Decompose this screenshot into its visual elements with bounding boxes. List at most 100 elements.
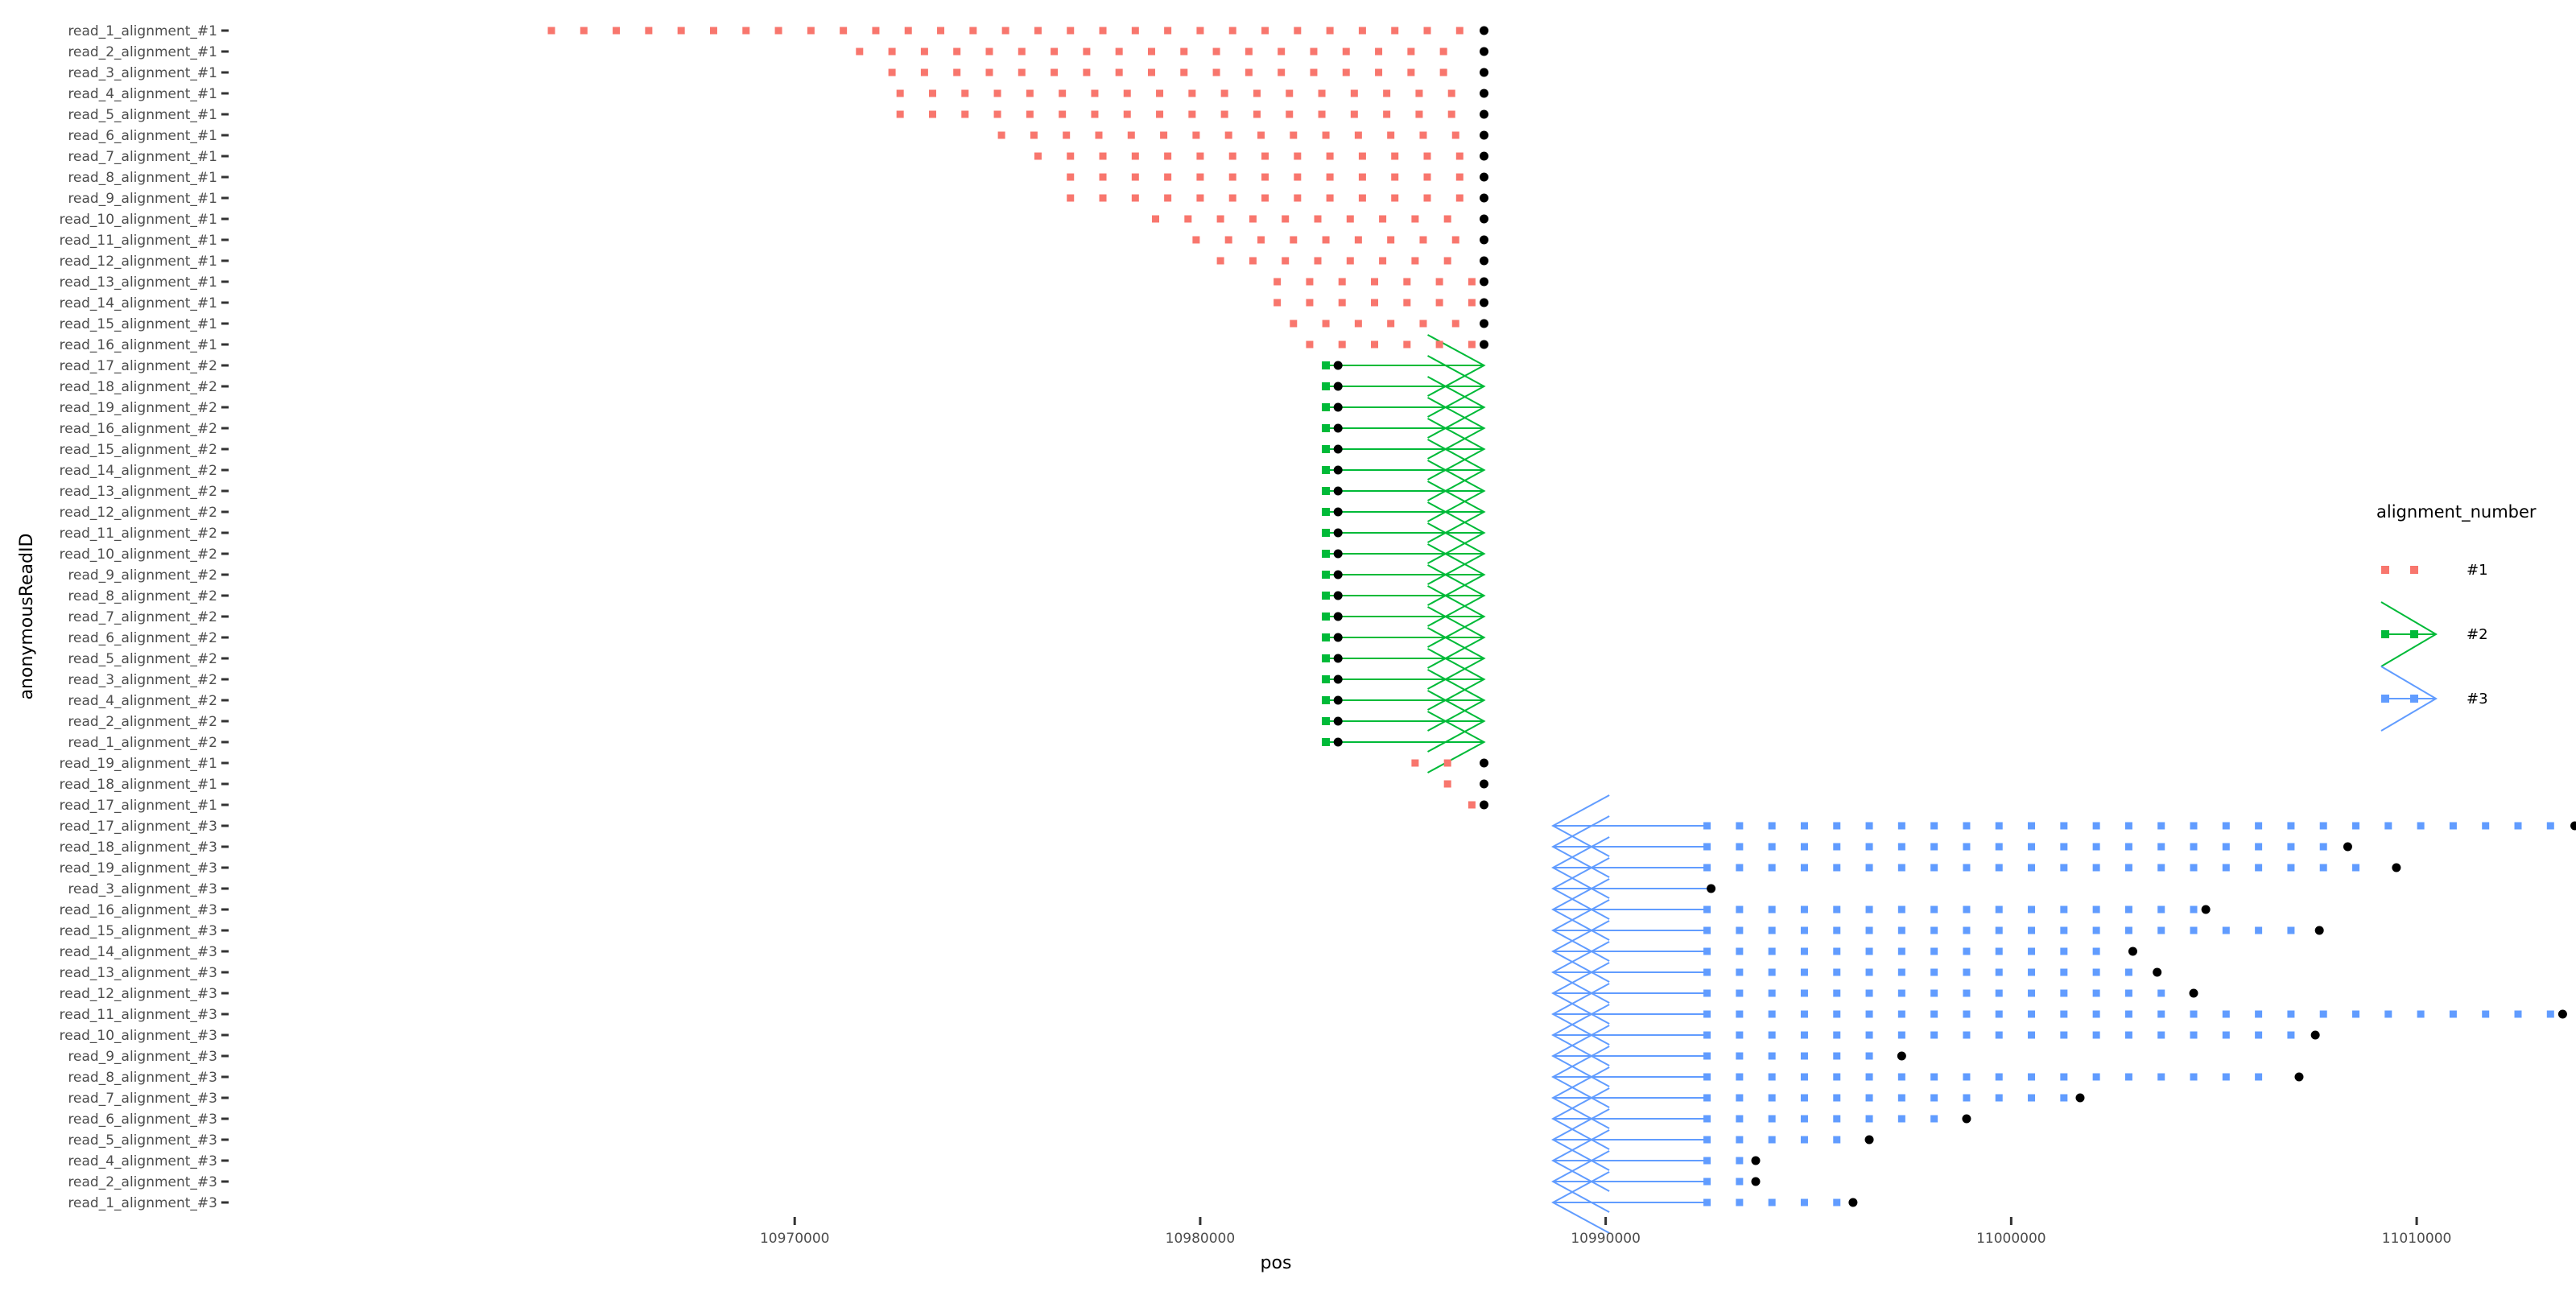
alignment-3-point (2482, 822, 2490, 830)
alignment-3-point (1995, 1073, 2003, 1081)
alignment-3-point (2124, 822, 2132, 830)
alignment-1-point (937, 27, 945, 35)
alignment-3-point (1865, 1052, 1873, 1060)
alignment-1-point (1435, 299, 1443, 307)
read-end-point (1480, 172, 1489, 182)
read-end-point (2557, 1009, 2567, 1019)
read-end-point (1333, 695, 1343, 705)
alignment-1-point (1375, 47, 1383, 56)
alignment-3-point (1897, 1010, 1905, 1018)
read-end-point (2075, 1093, 2085, 1103)
alignment-1-point (1164, 173, 1172, 181)
alignment-1-point (1423, 27, 1431, 35)
read-end-point (1480, 298, 1489, 307)
points-layer (547, 26, 2576, 1207)
alignment-3-point (1930, 1031, 1938, 1039)
read-end-point (1848, 1198, 1858, 1207)
alignment-2-point (1322, 361, 1331, 369)
alignment-1-point (1001, 27, 1009, 35)
alignment-3-point (1703, 905, 1711, 914)
y-tick-label: read_12_alignment_#1 (60, 254, 217, 270)
alignment-1-point (1371, 340, 1379, 349)
alignment-3-point (1736, 1157, 1744, 1165)
alignment-3-point (1833, 1052, 1841, 1060)
alignment-3-point (1865, 968, 1873, 976)
alignment-2-point (1322, 424, 1331, 432)
legend-key-2-point (2410, 630, 2418, 638)
alignment-1-point (1407, 47, 1415, 56)
alignment-1-point (920, 68, 928, 76)
read-end-point (1480, 109, 1489, 119)
y-tick-label: read_5_alignment_#1 (68, 107, 217, 123)
alignment-3-point (1963, 926, 1971, 934)
y-tick-label: read_9_alignment_#2 (68, 567, 217, 584)
alignment-1-point (1164, 194, 1172, 202)
legend-key-1-point (2410, 566, 2418, 574)
alignment-3-point (1833, 864, 1841, 872)
alignment-3-point (1768, 905, 1776, 914)
alignment-3-point (1800, 1010, 1808, 1018)
alignment-1-point (1063, 131, 1071, 139)
alignment-3-point (1736, 864, 1744, 872)
alignment-3-point (1703, 1198, 1711, 1206)
read-end-point (1707, 884, 1716, 893)
alignment-1-point (1338, 278, 1346, 286)
alignment-1-point (1354, 320, 1362, 328)
alignment-3-point (2060, 968, 2068, 976)
read-end-point (1333, 612, 1343, 621)
alignment-1-point (1455, 173, 1463, 181)
alignment-3-point (2449, 1010, 2457, 1018)
y-tick-label: read_12_alignment_#2 (60, 505, 217, 521)
y-tick-label: read_7_alignment_#3 (68, 1091, 217, 1107)
alignment-1-point (1282, 215, 1290, 223)
alignment-3-point (1768, 843, 1776, 851)
alignment-1-point (1435, 278, 1443, 286)
alignment-1-point (1318, 89, 1326, 97)
legend-label: #2 (2467, 626, 2488, 643)
alignment-3-point (1865, 1073, 1873, 1081)
y-tick-label: read_7_alignment_#1 (68, 149, 217, 165)
y-tick-label: read_9_alignment_#3 (68, 1049, 217, 1065)
alignment-3-point (2157, 864, 2165, 872)
alignment-2-point (1322, 529, 1331, 537)
alignment-3-point (1768, 1115, 1776, 1123)
alignment-3-point (1995, 822, 2003, 830)
alignment-3-point (2060, 864, 2068, 872)
alignment-1-point (1346, 257, 1354, 265)
alignment-3-point (2092, 843, 2100, 851)
alignment-3-point (1865, 1115, 1873, 1123)
alignment-3-point (2060, 1073, 2068, 1081)
alignment-1-point (1220, 89, 1228, 97)
alignment-3-point (2352, 1010, 2360, 1018)
alignment-3-point (1865, 989, 1873, 997)
alignment-1-point (1160, 131, 1168, 139)
alignment-3-point (2028, 1073, 2036, 1081)
alignment-1-point (840, 27, 848, 35)
alignment-3-point (1865, 822, 1873, 830)
alignment-3-point (2449, 822, 2457, 830)
alignment-1-point (1350, 110, 1358, 118)
alignment-1-point (1354, 236, 1362, 244)
legend-label: #3 (2467, 691, 2488, 707)
alignment-1-point (1294, 173, 1302, 181)
alignment-3-point (1833, 1198, 1841, 1206)
y-tick-label: read_13_alignment_#1 (60, 274, 217, 291)
y-tick-label: read_13_alignment_#3 (60, 965, 217, 981)
alignment-3-point (1897, 1073, 1905, 1081)
alignment-3-point (1800, 1031, 1808, 1039)
alignment-3-point (1930, 843, 1938, 851)
alignment-1-point (1164, 27, 1172, 35)
alignment-3-point (1930, 1010, 1938, 1018)
alignment-1-point (904, 27, 912, 35)
alignment-3-point (2352, 822, 2360, 830)
alignment-3-point (1833, 1073, 1841, 1081)
read-end-point (1480, 89, 1489, 98)
alignment-3-point (1865, 1010, 1873, 1018)
alignment-3-point (1800, 822, 1808, 830)
read-end-point (1480, 340, 1489, 349)
y-tick-label: read_3_alignment_#1 (68, 65, 217, 81)
legend-key-2-point (2381, 630, 2389, 638)
alignment-1-point (997, 131, 1005, 139)
alignment-3-point (2190, 905, 2198, 914)
